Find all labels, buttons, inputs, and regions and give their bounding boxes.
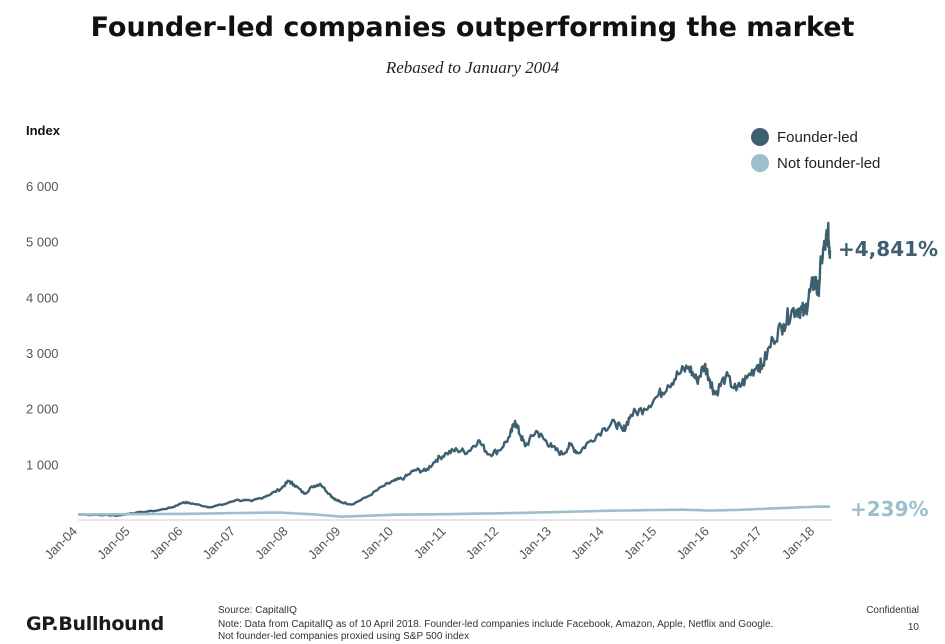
page-number: 10 [907,622,919,633]
legend-label: Not founder-led [777,155,880,172]
y-axis-label: Index [26,123,61,138]
founder-led-end-label: +4,841% [838,237,938,261]
confidential-label: Confidential [866,605,919,616]
y-tick-label: 6 000 [26,179,59,194]
x-tick-label: Jan-10 [357,524,396,563]
not-founder-led-end-label: +239% [850,497,929,521]
x-tick-label: Jan-05 [94,524,133,563]
x-tick-label: Jan-15 [621,524,660,563]
x-tick-label: Jan-16 [673,524,712,563]
x-tick-label: Jan-06 [147,524,186,563]
x-tick-label: Jan-17 [726,524,765,563]
chart-title: Founder-led companies outperforming the … [90,12,855,43]
x-tick-label: Jan-04 [41,524,80,563]
x-tick-label: Jan-14 [568,524,607,563]
x-tick-label: Jan-09 [305,524,344,563]
y-tick-label: 1 000 [26,457,59,472]
chart-subtitle: Rebased to January 2004 [385,58,560,77]
footer-source: Source: CapitalIQ [218,605,297,616]
x-tick-label: Jan-13 [515,524,554,563]
y-tick-label: 4 000 [26,290,59,305]
x-tick-label: Jan-08 [252,524,291,563]
y-tick-label: 5 000 [26,235,59,250]
x-tick-label: Jan-18 [779,524,818,563]
company-logo: GP.Bullhound [26,613,164,635]
legend-marker [751,154,769,172]
x-tick-label: Jan-11 [411,524,449,562]
y-tick-label: 3 000 [26,346,59,361]
x-tick-label: Jan-12 [463,524,502,563]
legend-label: Founder-led [777,129,858,146]
y-tick-label: 2 000 [26,402,59,417]
line-chart: Index 1 000 2 000 3 000 4 000 5 000 6 000 Jan-0… [26,123,938,563]
footer-note: Note: Data from CapitalIQ as of 10 April… [218,619,774,642]
founder-led-line [77,221,832,518]
x-tick-label: Jan-07 [199,524,238,563]
not-founder-led-line [78,505,830,518]
legend-marker [751,128,769,146]
